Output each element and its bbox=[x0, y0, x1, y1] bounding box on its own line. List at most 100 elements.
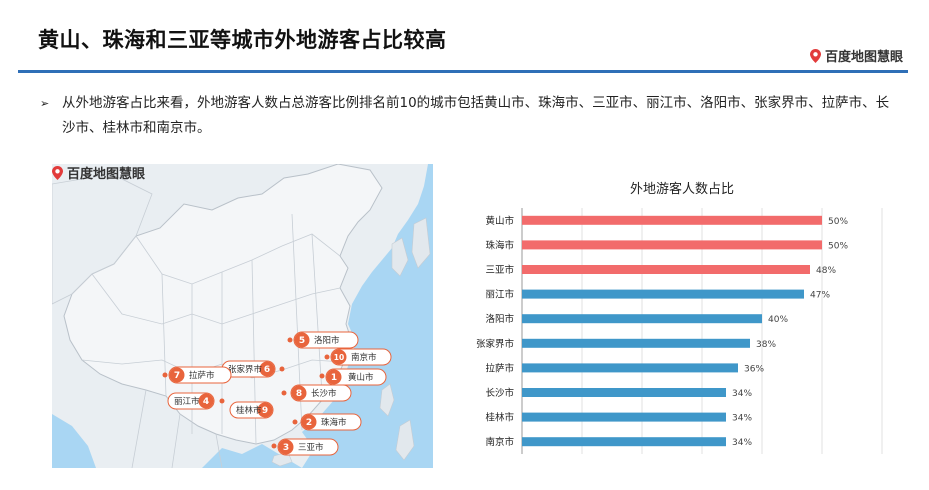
city-name: 丽江市 bbox=[174, 396, 200, 407]
rank-number: 4 bbox=[203, 397, 209, 407]
rank-number: 9 bbox=[262, 406, 268, 416]
city-dot bbox=[319, 373, 325, 379]
rank-badge bbox=[326, 369, 342, 385]
rank-number: 3 bbox=[283, 443, 289, 453]
summary-text: 从外地游客占比来看，外地游客人数占总游客比例排名前10的城市包括黄山市、珠海市、… bbox=[62, 95, 890, 136]
city-name: 南京市 bbox=[351, 352, 377, 363]
ratio-chart: 外地游客人数占比 黄山市 50% 珠海市 50% 三亚市 48% 丽江市 47% 洛阳市 40% 张… bbox=[468, 170, 908, 470]
city-name: 长沙市 bbox=[311, 388, 337, 399]
category-label: 长沙市 bbox=[485, 387, 514, 399]
city-marker[interactable]: 8 长沙市 bbox=[281, 384, 352, 402]
map-brand-name: 百度地图慧眼 bbox=[67, 167, 146, 182]
map-canvas bbox=[52, 164, 433, 468]
city-dot bbox=[292, 419, 298, 425]
bar bbox=[522, 437, 726, 447]
city-marker[interactable]: 10 南京市 bbox=[324, 348, 392, 366]
page-title: 黄山、珠海和三亚等城市外地游客占比较高 bbox=[38, 28, 447, 52]
value-label: 34% bbox=[732, 389, 752, 399]
city-name: 洛阳市 bbox=[314, 335, 340, 346]
rank-badge bbox=[169, 367, 185, 383]
category-label: 丽江市 bbox=[485, 289, 514, 301]
city-dot bbox=[279, 366, 285, 372]
city-dot bbox=[287, 337, 293, 343]
bar bbox=[522, 314, 762, 324]
value-label: 40% bbox=[768, 315, 788, 325]
value-label: 36% bbox=[744, 364, 764, 374]
rank-number: 5 bbox=[299, 336, 305, 346]
bar bbox=[522, 215, 822, 225]
category-label: 洛阳市 bbox=[485, 313, 514, 325]
city-name: 拉萨市 bbox=[189, 370, 215, 381]
rank-badge bbox=[291, 385, 307, 401]
bar bbox=[522, 289, 804, 299]
chart-title: 外地游客人数占比 bbox=[629, 182, 734, 197]
city-dot bbox=[281, 390, 287, 396]
city-name: 珠海市 bbox=[321, 417, 347, 428]
rank-badge bbox=[259, 361, 275, 377]
china-map: 百度地图慧眼 1 黄山市 2 珠海市 3 三亚市 4 丽江市 5 洛阳市 6 张家界市 7 拉萨市 8 长沙市… bbox=[52, 164, 433, 468]
city-dot bbox=[219, 398, 225, 404]
value-label: 50% bbox=[828, 241, 848, 251]
marker-pill bbox=[290, 384, 352, 402]
city-marker[interactable]: 7 拉萨市 bbox=[162, 366, 232, 384]
bar bbox=[522, 388, 726, 397]
rank-badge bbox=[257, 402, 273, 418]
rank-badge bbox=[301, 414, 317, 430]
location-pin-icon bbox=[809, 48, 821, 63]
category-label: 南京市 bbox=[485, 436, 514, 448]
rank-badge bbox=[198, 393, 214, 409]
rank-badge bbox=[294, 332, 310, 348]
bar bbox=[522, 412, 726, 422]
category-label: 张家界市 bbox=[476, 338, 515, 350]
rank-number: 2 bbox=[306, 418, 312, 428]
category-label: 桂林市 bbox=[485, 412, 514, 424]
bar bbox=[522, 265, 810, 274]
marker-pill bbox=[330, 348, 392, 366]
bar bbox=[522, 363, 738, 373]
city-marker[interactable]: 5 洛阳市 bbox=[287, 331, 359, 349]
rank-number: 10 bbox=[334, 353, 344, 362]
city-marker[interactable]: 3 三亚市 bbox=[271, 438, 339, 456]
rank-badge bbox=[278, 439, 294, 455]
value-label: 34% bbox=[732, 414, 752, 424]
location-pin-icon bbox=[52, 165, 63, 180]
marker-pill bbox=[277, 438, 339, 456]
value-label: 38% bbox=[756, 340, 776, 350]
city-name: 黄山市 bbox=[348, 372, 374, 383]
category-label: 黄山市 bbox=[485, 215, 514, 227]
marker-pill bbox=[168, 366, 232, 384]
category-label: 珠海市 bbox=[485, 239, 514, 251]
bullet-arrow-icon: ➢ bbox=[40, 97, 50, 110]
bar bbox=[522, 240, 822, 250]
bar bbox=[522, 338, 750, 348]
value-label: 47% bbox=[810, 291, 830, 301]
header-divider bbox=[18, 70, 908, 73]
map-brand-logo: 百度地图慧眼 bbox=[52, 164, 145, 182]
value-label: 34% bbox=[732, 438, 752, 448]
category-label: 拉萨市 bbox=[485, 362, 514, 374]
city-dot bbox=[324, 354, 330, 360]
summary-bullet: ➢ 从外地游客占比来看，外地游客人数占总游客比例排名前10的城市包括黄山市、珠海… bbox=[40, 91, 890, 141]
value-label: 48% bbox=[816, 266, 836, 276]
marker-pill bbox=[293, 331, 359, 349]
marker-pill bbox=[300, 413, 362, 431]
city-marker[interactable]: 2 珠海市 bbox=[292, 413, 362, 431]
category-label: 三亚市 bbox=[485, 264, 514, 276]
bar-chart-canvas: 黄山市 50% 珠海市 50% 三亚市 48% 丽江市 47% 洛阳市 40% 张家界市 38% 拉萨市… bbox=[476, 208, 883, 454]
marker-pill bbox=[325, 368, 387, 386]
city-marker[interactable]: 1 黄山市 bbox=[319, 368, 387, 386]
brand-name: 百度地图慧眼 bbox=[824, 50, 903, 65]
rank-number: 6 bbox=[264, 365, 270, 375]
brand-logo: 百度地图慧眼 bbox=[809, 46, 903, 65]
rank-number: 1 bbox=[331, 373, 337, 383]
rank-number: 8 bbox=[296, 389, 302, 399]
city-name: 桂林市 bbox=[236, 405, 262, 416]
city-name: 三亚市 bbox=[298, 442, 324, 453]
city-dot bbox=[271, 443, 277, 449]
city-dot bbox=[162, 372, 168, 378]
rank-number: 7 bbox=[174, 371, 180, 381]
